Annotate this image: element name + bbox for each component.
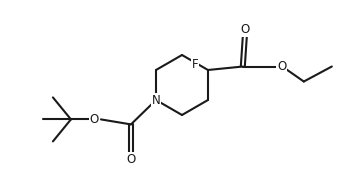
Text: O: O — [277, 60, 286, 73]
Text: N: N — [152, 93, 160, 106]
Text: O: O — [90, 113, 99, 126]
Text: O: O — [126, 153, 136, 166]
Text: O: O — [240, 23, 250, 36]
Text: F: F — [192, 59, 198, 72]
